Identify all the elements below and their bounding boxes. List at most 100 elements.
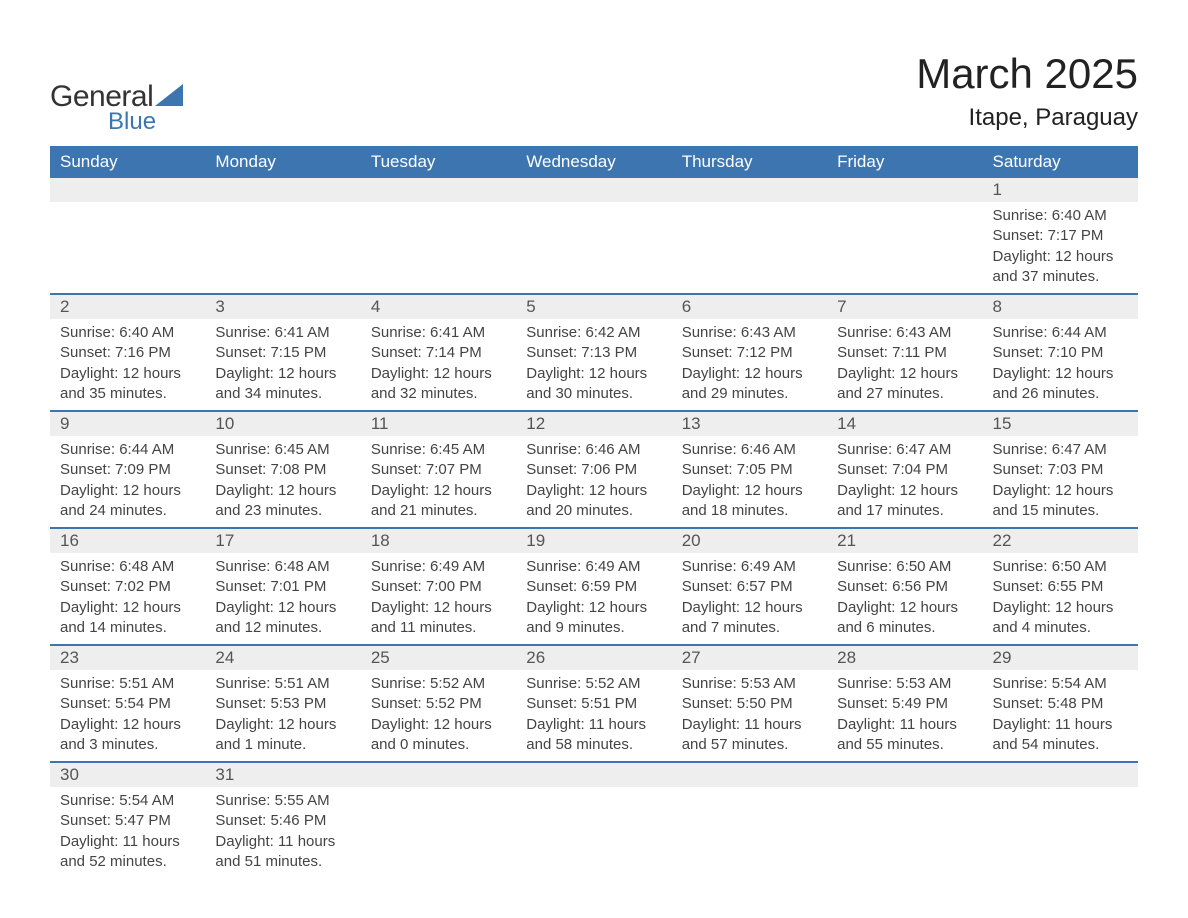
- day-number-cell: 12: [516, 411, 671, 436]
- day-number-cell: [672, 178, 827, 202]
- day-sunrise: Sunrise: 6:49 AM: [526, 557, 661, 577]
- day-sunset: Sunset: 7:04 PM: [837, 460, 972, 480]
- day-sunset: Sunset: 7:11 PM: [837, 343, 972, 363]
- day-number-cell: 17: [205, 528, 360, 553]
- day-detail-cell: Sunrise: 6:43 AMSunset: 7:12 PMDaylight:…: [672, 319, 827, 411]
- day-detail-cell: [361, 787, 516, 878]
- day-sunset: Sunset: 7:03 PM: [993, 460, 1128, 480]
- day-detail-cell: [361, 202, 516, 294]
- day-daylight1: Daylight: 12 hours: [526, 364, 661, 384]
- day-daylight2: and 6 minutes.: [837, 618, 972, 638]
- day-number-cell: 23: [50, 645, 205, 670]
- day-detail-cell: Sunrise: 6:47 AMSunset: 7:03 PMDaylight:…: [983, 436, 1138, 528]
- day-detail-cell: Sunrise: 6:49 AMSunset: 6:59 PMDaylight:…: [516, 553, 671, 645]
- day-sunrise: Sunrise: 6:44 AM: [993, 323, 1128, 343]
- day-sunrise: Sunrise: 6:44 AM: [60, 440, 195, 460]
- day-number-cell: 18: [361, 528, 516, 553]
- day-number-cell: 26: [516, 645, 671, 670]
- day-daylight1: Daylight: 12 hours: [682, 481, 817, 501]
- day-daylight1: Daylight: 12 hours: [215, 481, 350, 501]
- day-number-cell: 5: [516, 294, 671, 319]
- day-detail-cell: Sunrise: 5:53 AMSunset: 5:49 PMDaylight:…: [827, 670, 982, 762]
- day-number-cell: 29: [983, 645, 1138, 670]
- day-detail-cell: Sunrise: 6:47 AMSunset: 7:04 PMDaylight:…: [827, 436, 982, 528]
- day-daylight1: Daylight: 12 hours: [60, 364, 195, 384]
- day-detail-cell: Sunrise: 6:48 AMSunset: 7:01 PMDaylight:…: [205, 553, 360, 645]
- day-sunrise: Sunrise: 6:47 AM: [837, 440, 972, 460]
- day-daylight1: Daylight: 11 hours: [837, 715, 972, 735]
- day-daylight2: and 58 minutes.: [526, 735, 661, 755]
- day-daylight1: Daylight: 12 hours: [526, 598, 661, 618]
- day-sunrise: Sunrise: 5:51 AM: [215, 674, 350, 694]
- day-sunset: Sunset: 5:51 PM: [526, 694, 661, 714]
- day-sunrise: Sunrise: 6:49 AM: [682, 557, 817, 577]
- day-sunset: Sunset: 7:08 PM: [215, 460, 350, 480]
- day-daylight2: and 54 minutes.: [993, 735, 1128, 755]
- day-sunset: Sunset: 7:05 PM: [682, 460, 817, 480]
- day-number-cell: [516, 762, 671, 787]
- day-sunset: Sunset: 6:56 PM: [837, 577, 972, 597]
- day-number-cell: 21: [827, 528, 982, 553]
- day-number-cell: 28: [827, 645, 982, 670]
- logo: General Blue: [50, 50, 183, 136]
- day-daylight1: Daylight: 11 hours: [682, 715, 817, 735]
- weekday-header: Wednesday: [516, 146, 671, 178]
- day-sunset: Sunset: 5:47 PM: [60, 811, 195, 831]
- day-detail-cell: Sunrise: 6:44 AMSunset: 7:10 PMDaylight:…: [983, 319, 1138, 411]
- calendar-table: SundayMondayTuesdayWednesdayThursdayFrid…: [50, 146, 1138, 878]
- day-detail-cell: Sunrise: 6:41 AMSunset: 7:15 PMDaylight:…: [205, 319, 360, 411]
- day-daylight2: and 3 minutes.: [60, 735, 195, 755]
- day-sunset: Sunset: 7:00 PM: [371, 577, 506, 597]
- day-sunrise: Sunrise: 6:40 AM: [60, 323, 195, 343]
- day-daylight1: Daylight: 12 hours: [682, 598, 817, 618]
- day-number-cell: 10: [205, 411, 360, 436]
- day-sunrise: Sunrise: 5:54 AM: [60, 791, 195, 811]
- day-daylight1: Daylight: 12 hours: [215, 598, 350, 618]
- day-daylight2: and 17 minutes.: [837, 501, 972, 521]
- day-sunrise: Sunrise: 6:41 AM: [371, 323, 506, 343]
- day-daylight1: Daylight: 12 hours: [371, 481, 506, 501]
- day-daylight2: and 20 minutes.: [526, 501, 661, 521]
- day-daylight1: Daylight: 12 hours: [371, 715, 506, 735]
- day-number-cell: [672, 762, 827, 787]
- day-detail-cell: Sunrise: 5:54 AMSunset: 5:48 PMDaylight:…: [983, 670, 1138, 762]
- day-number-cell: 9: [50, 411, 205, 436]
- day-number-cell: [827, 762, 982, 787]
- day-number-cell: 3: [205, 294, 360, 319]
- header: General Blue March 2025 Itape, Paraguay: [50, 50, 1138, 136]
- day-number-cell: 25: [361, 645, 516, 670]
- day-sunrise: Sunrise: 5:51 AM: [60, 674, 195, 694]
- day-daylight1: Daylight: 12 hours: [682, 364, 817, 384]
- day-number-cell: [361, 178, 516, 202]
- day-number-cell: [983, 762, 1138, 787]
- day-daylight2: and 9 minutes.: [526, 618, 661, 638]
- day-daylight2: and 23 minutes.: [215, 501, 350, 521]
- weekday-header: Saturday: [983, 146, 1138, 178]
- day-number-cell: 15: [983, 411, 1138, 436]
- day-daylight2: and 37 minutes.: [993, 267, 1128, 287]
- day-daylight1: Daylight: 12 hours: [526, 481, 661, 501]
- day-daylight2: and 27 minutes.: [837, 384, 972, 404]
- day-sunset: Sunset: 7:02 PM: [60, 577, 195, 597]
- day-sunset: Sunset: 5:49 PM: [837, 694, 972, 714]
- day-detail-cell: Sunrise: 6:44 AMSunset: 7:09 PMDaylight:…: [50, 436, 205, 528]
- day-number-cell: 31: [205, 762, 360, 787]
- day-number-cell: 20: [672, 528, 827, 553]
- day-detail-cell: Sunrise: 6:45 AMSunset: 7:07 PMDaylight:…: [361, 436, 516, 528]
- title-block: March 2025 Itape, Paraguay: [916, 50, 1138, 132]
- day-daylight2: and 0 minutes.: [371, 735, 506, 755]
- day-daylight1: Daylight: 11 hours: [526, 715, 661, 735]
- location: Itape, Paraguay: [916, 104, 1138, 132]
- day-sunrise: Sunrise: 5:52 AM: [371, 674, 506, 694]
- day-detail-cell: Sunrise: 5:51 AMSunset: 5:53 PMDaylight:…: [205, 670, 360, 762]
- day-sunrise: Sunrise: 5:53 AM: [837, 674, 972, 694]
- day-sunrise: Sunrise: 6:45 AM: [371, 440, 506, 460]
- day-sunset: Sunset: 5:46 PM: [215, 811, 350, 831]
- day-sunrise: Sunrise: 5:55 AM: [215, 791, 350, 811]
- day-daylight2: and 7 minutes.: [682, 618, 817, 638]
- day-sunset: Sunset: 7:01 PM: [215, 577, 350, 597]
- day-number-cell: 2: [50, 294, 205, 319]
- day-daylight2: and 26 minutes.: [993, 384, 1128, 404]
- day-number-cell: 4: [361, 294, 516, 319]
- day-daylight2: and 52 minutes.: [60, 852, 195, 872]
